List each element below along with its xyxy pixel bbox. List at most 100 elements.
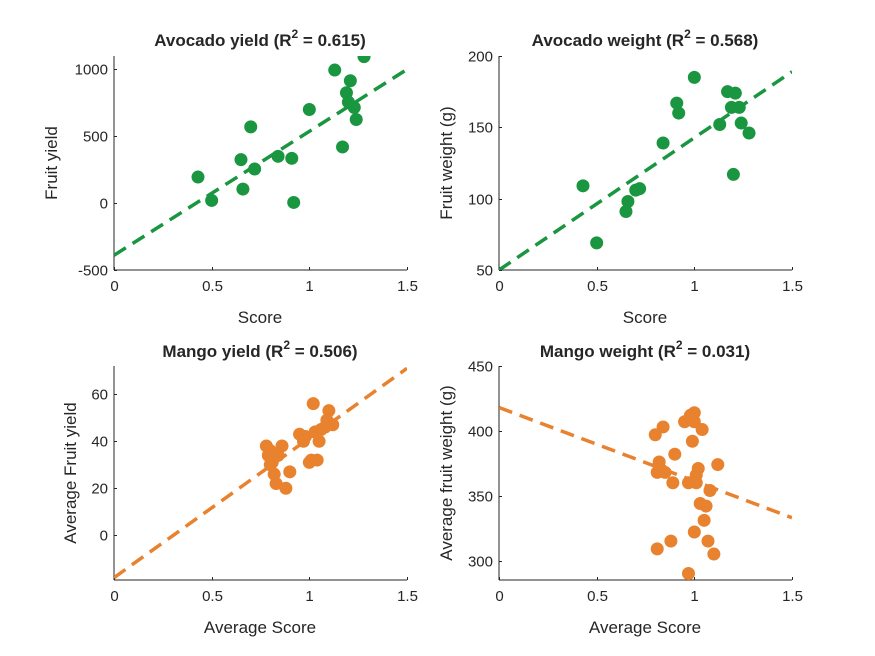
data-point [328, 63, 342, 77]
x-axis-label: Score [238, 308, 282, 327]
x-tick-label: 1 [305, 278, 313, 295]
x-tick-label: 1 [690, 588, 698, 605]
x-tick-label: 1.5 [782, 588, 803, 605]
data-point [656, 136, 670, 150]
data-point [664, 534, 678, 548]
y-tick-label: 1000 [75, 62, 108, 79]
y-tick-label: 100 [468, 192, 493, 209]
tick-group: 0 0.5 1 1.5 50 100 150 200 [468, 49, 803, 296]
x-tick-label: 0 [110, 278, 118, 295]
x-tick-label: 1.5 [782, 278, 803, 295]
data-point [666, 476, 680, 490]
chart-title: Avocado yield (R2 = 0.615) [154, 27, 366, 50]
data-point [306, 397, 320, 411]
y-tick-label: 200 [468, 49, 493, 66]
data-point [687, 525, 701, 539]
data-point [302, 103, 316, 116]
data-marks [499, 405, 792, 580]
y-tick-label: 60 [91, 387, 108, 404]
data-point [658, 465, 672, 479]
data-point [685, 434, 699, 448]
x-tick-label: 1.5 [397, 588, 418, 605]
tick-group: 0 0.5 1 1.5 300 350 400 450 [468, 359, 803, 606]
data-point [349, 113, 363, 127]
x-tick-label: 0.5 [202, 588, 223, 605]
data-point [697, 513, 711, 527]
y-tick-label: 450 [468, 359, 493, 376]
y-tick-label: -500 [78, 263, 108, 280]
data-point [713, 117, 727, 131]
x-tick-label: 0.5 [587, 588, 608, 605]
regression-line [499, 405, 792, 520]
y-tick-label: 150 [468, 120, 493, 137]
data-point [590, 236, 604, 250]
x-axis-label: Average Score [589, 618, 701, 637]
x-tick-label: 0 [110, 588, 118, 605]
data-point [326, 418, 340, 432]
data-point [621, 195, 635, 209]
subplot-avocado-weight: Avocado weight (R2 = 0.568) Score Fruit … [437, 27, 803, 327]
data-marks [114, 56, 407, 257]
data-point [670, 96, 684, 110]
data-marks [499, 70, 792, 270]
x-axis-label: Score [623, 308, 667, 327]
data-point [248, 162, 262, 176]
data-point [691, 461, 705, 475]
subplot-mango-weight: Mango weight (R2 = 0.031) Average Score … [437, 338, 803, 637]
data-point [285, 151, 299, 165]
y-axis-label: Average fruit weight (g) [437, 385, 456, 560]
data-point [728, 86, 742, 100]
data-point [656, 420, 670, 434]
data-point [287, 195, 301, 209]
data-point [576, 179, 590, 193]
data-point [633, 182, 647, 196]
x-tick-label: 1.5 [397, 278, 418, 295]
data-point [322, 404, 336, 418]
y-tick-label: 400 [468, 424, 493, 441]
y-tick-label: 40 [91, 434, 108, 451]
data-point [236, 182, 250, 196]
data-point [283, 465, 297, 479]
data-point [619, 205, 633, 219]
data-point [357, 56, 371, 64]
subplot-mango-yield: Mango yield (R2 = 0.506) Average Score A… [61, 338, 418, 637]
data-point [244, 120, 258, 134]
x-tick-label: 0 [495, 278, 503, 295]
data-point [695, 423, 709, 437]
data-point [336, 140, 350, 154]
chart-title: Avocado weight (R2 = 0.568) [532, 27, 759, 50]
y-tick-label: 500 [83, 129, 108, 146]
data-point [711, 458, 725, 472]
data-point [191, 170, 205, 184]
tick-group: 0 0.5 1 1.5 0 20 40 60 [91, 366, 418, 605]
x-tick-label: 0 [495, 588, 503, 605]
data-point [701, 534, 715, 548]
data-point [269, 477, 283, 491]
x-tick-label: 1 [305, 588, 313, 605]
chart-title: Mango weight (R2 = 0.031) [540, 338, 750, 361]
data-point [275, 439, 289, 453]
data-point [734, 116, 748, 130]
data-marks [114, 366, 407, 580]
x-axis-label: Average Score [204, 618, 316, 637]
data-point [726, 167, 740, 181]
y-tick-label: 300 [468, 554, 493, 571]
y-tick-label: 50 [476, 263, 493, 280]
data-point [347, 100, 361, 114]
data-point [279, 481, 293, 495]
data-point [205, 193, 219, 207]
data-point [681, 567, 695, 580]
x-tick-label: 1 [690, 278, 698, 295]
data-point [271, 149, 285, 163]
regression-line [114, 366, 407, 580]
x-tick-label: 0.5 [587, 278, 608, 295]
y-tick-label: 0 [100, 528, 108, 545]
y-axis-label: Fruit weight (g) [437, 106, 456, 219]
data-point [343, 74, 357, 88]
data-point [732, 100, 746, 114]
regression-line [114, 67, 407, 257]
data-point [310, 453, 324, 467]
subplot-avocado-yield: Avocado yield (R2 = 0.615) Score Fruit y… [42, 27, 418, 327]
